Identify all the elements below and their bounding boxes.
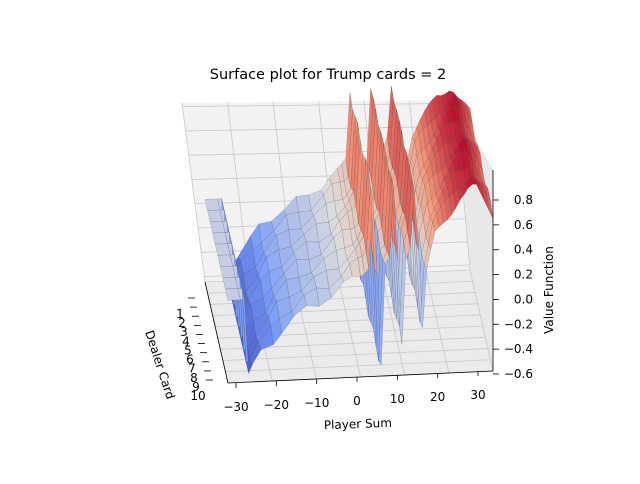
x-tick-label: −20 (264, 398, 289, 412)
z-tick-label: 0.8 (514, 193, 533, 207)
z-tick-label: 0.0 (514, 292, 533, 306)
grid-line (225, 359, 491, 373)
z-tick-label: −0.4 (504, 342, 533, 356)
grid-line (182, 103, 456, 107)
chart-title: Surface plot for Trump cards = 2 (210, 67, 447, 83)
x-tick-label: 30 (470, 388, 485, 402)
x-tick-label: −10 (304, 396, 329, 410)
z-tick-label: 0.4 (514, 243, 533, 257)
z-axis-label: Value Function (542, 246, 556, 334)
x-tick-label: 10 (390, 392, 405, 406)
y-tick-label: 10 (190, 389, 205, 403)
grid-line (222, 348, 488, 361)
y-tick-label: 2 (178, 316, 186, 330)
z-tick-label: −0.2 (504, 317, 533, 331)
grid-line (381, 273, 406, 376)
grid-line (469, 269, 494, 372)
x-axis-label: Player Sum (324, 416, 393, 432)
y-tick-label: 1 (176, 307, 184, 321)
x-tick-label: 0 (353, 394, 361, 408)
y-axis-line (204, 281, 229, 384)
grid-line (181, 102, 206, 283)
surface-facet (225, 288, 241, 301)
y-tick-label: 7 (188, 362, 196, 376)
surface-facet (207, 209, 223, 222)
z-tick-label: −0.6 (504, 367, 533, 381)
surface-mesh (204, 85, 494, 374)
z-tick-label: 0.2 (514, 268, 533, 282)
grid-line (185, 126, 458, 132)
x-tick-label: −30 (223, 400, 248, 414)
x-axis-line (227, 370, 494, 384)
y-tick-label: 9 (192, 380, 200, 394)
y-tick-label: 6 (186, 353, 194, 367)
x-tick-label: 20 (430, 390, 445, 404)
y-tick-label: 4 (182, 334, 190, 348)
surface-facet (220, 265, 236, 279)
grid-line (337, 275, 361, 378)
y-tick-label: 8 (190, 371, 198, 385)
z-tick-label: 0.6 (514, 218, 533, 232)
y-axis-label: Dealer Card (142, 329, 177, 401)
grid-line (425, 271, 450, 374)
y-tick-label: 3 (180, 325, 188, 339)
axes: −30 −20 −10 0 10 20 3012345678910−0.6−0.4−0.20… (176, 170, 533, 414)
y-tick-label: 5 (184, 343, 192, 357)
